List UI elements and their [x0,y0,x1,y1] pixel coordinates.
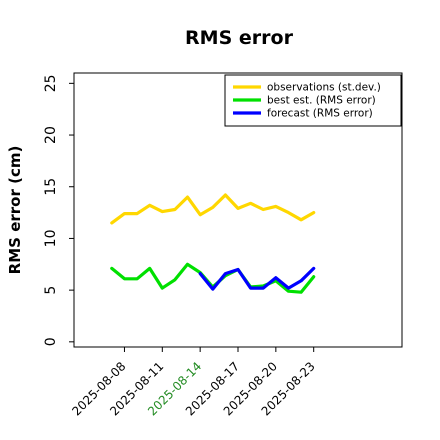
y-tick-label: 20 [43,126,59,144]
legend-label: best est. (RMS error) [267,95,376,107]
series-line-2 [198,266,316,291]
y-tick-label: 5 [43,286,59,295]
chart-title: RMS error [185,27,294,49]
legend-label: observations (st.dev.) [267,82,381,94]
legend: observations (st.dev.)best est. (RMS err… [224,74,402,127]
y-tick-label: 10 [43,230,59,248]
series-line-0 [110,193,316,225]
legend-label: forecast (RMS error) [267,108,373,120]
y-tick-label: 15 [43,178,59,196]
y-axis: 0 5 10 15 20 25 [43,74,74,346]
y-axis-label: RMS error (cm) [6,146,24,275]
series-lines [110,193,316,294]
y-tick-label: 0 [43,337,59,346]
x-axis: 2025-08-082025-08-112025-08-142025-08-17… [69,347,318,418]
y-tick-label: 25 [43,74,59,92]
